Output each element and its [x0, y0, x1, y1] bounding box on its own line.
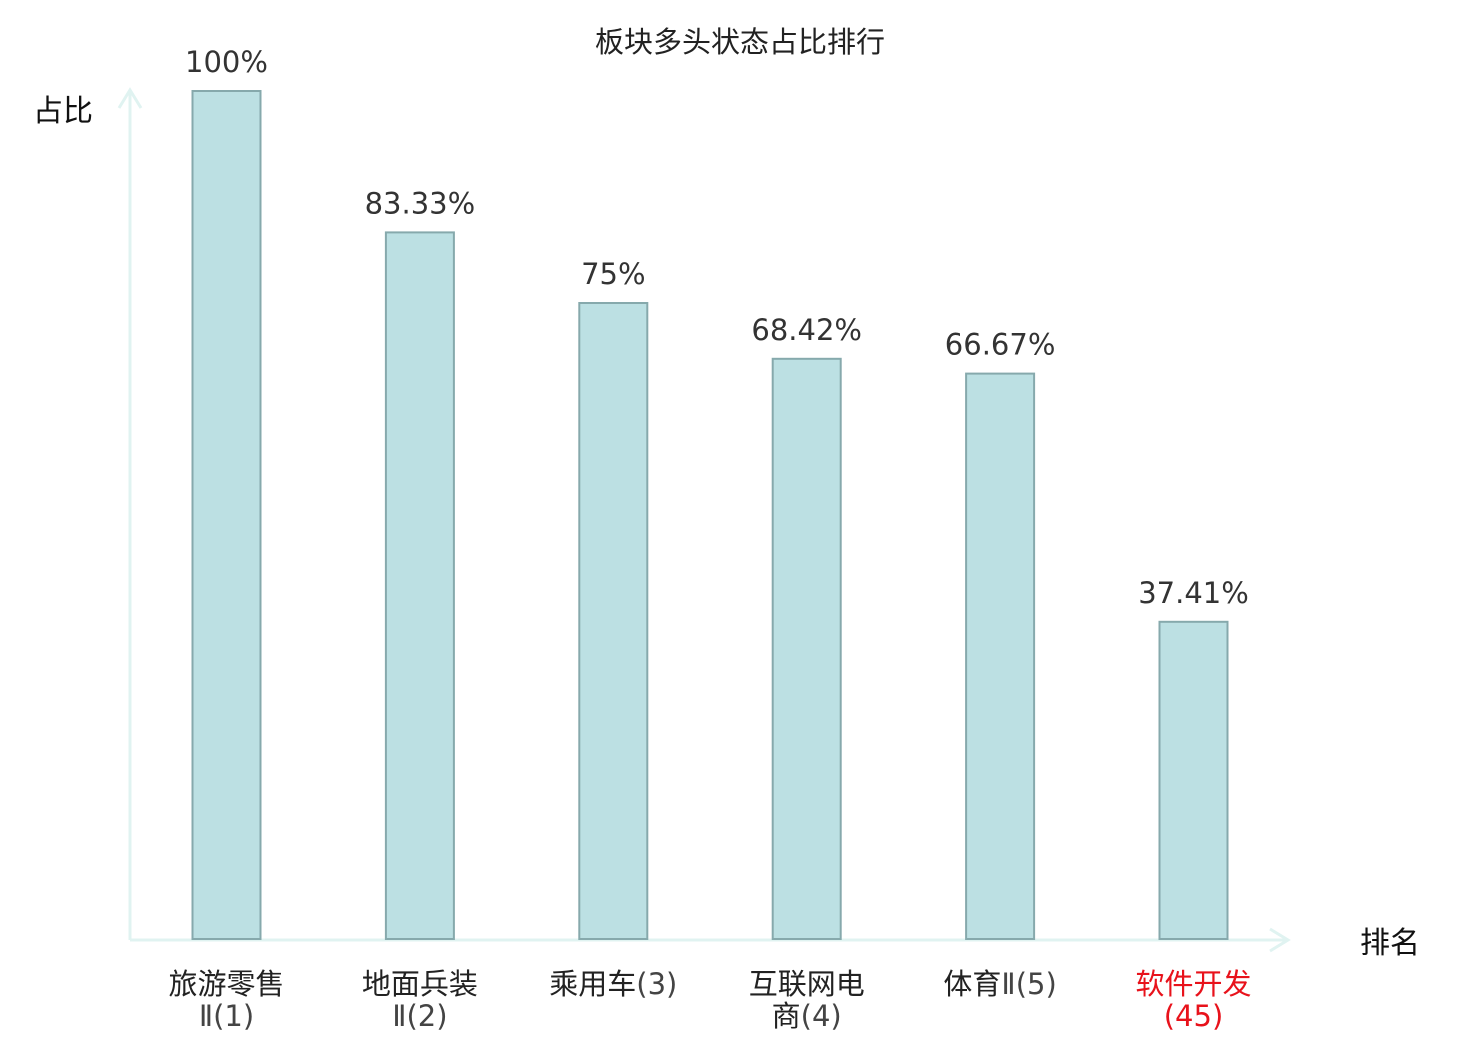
- category-rank: Ⅱ(2): [392, 999, 447, 1033]
- value-label: 75%: [581, 257, 645, 291]
- category-name: 旅游零售: [168, 967, 284, 1001]
- category-rank: (3): [636, 967, 677, 1001]
- category-labels: 旅游零售 Ⅱ(1) 地面兵装 Ⅱ(2) 乘用车(3) 互联网电商(4) 体育Ⅱ(5) 软件开发…: [168, 967, 1251, 1033]
- bar: [1158, 620, 1229, 940]
- category-label: 体育Ⅱ(5): [943, 967, 1056, 1001]
- value-label: 100%: [185, 45, 268, 79]
- x-axis: [130, 927, 1291, 953]
- category-label: 地面兵装 Ⅱ(2): [362, 967, 478, 1033]
- category-name: 互联网电: [749, 967, 865, 1001]
- category-name: 软件开发: [1135, 967, 1251, 1001]
- y-axis-title: 占比: [33, 94, 93, 129]
- value-label: 68.42%: [751, 313, 862, 347]
- y-axis: [117, 87, 143, 940]
- bar: [191, 90, 262, 940]
- category-name: 地面兵装: [362, 967, 478, 1001]
- category-name-cont: 商: [772, 999, 801, 1033]
- bars: [191, 90, 1229, 941]
- value-label: 37.41%: [1138, 576, 1249, 610]
- bar: [384, 231, 455, 940]
- category-rank: 商(4): [772, 999, 842, 1033]
- category-label: 乘用车(3): [549, 967, 677, 1001]
- category-rank-code: (4): [801, 999, 842, 1033]
- value-label: 66.67%: [945, 328, 1056, 362]
- category-name: 乘用车: [549, 967, 636, 1001]
- x-axis-arrow: [1269, 927, 1291, 953]
- value-label: 83.33%: [365, 186, 476, 220]
- y-axis-arrow: [117, 87, 143, 109]
- category-label: 旅游零售 Ⅱ(1): [168, 967, 284, 1033]
- bar: [771, 357, 842, 940]
- category-label: 互联网电商(4): [749, 967, 865, 1033]
- category-name: 体育: [943, 967, 1001, 1001]
- category-label: 软件开发(45): [1135, 967, 1251, 1033]
- bar: [965, 372, 1036, 941]
- category-rank: Ⅱ(1): [199, 999, 254, 1033]
- chart-title: 板块多头状态占比排行: [595, 25, 885, 59]
- bar: [578, 302, 649, 940]
- category-rank: (45): [1164, 999, 1224, 1033]
- category-rank: Ⅱ(5): [1001, 967, 1056, 1001]
- x-axis-title: 排名: [1360, 926, 1420, 961]
- value-labels: 100% 83.33% 75% 68.42% 66.67% 37.41%: [185, 45, 1249, 610]
